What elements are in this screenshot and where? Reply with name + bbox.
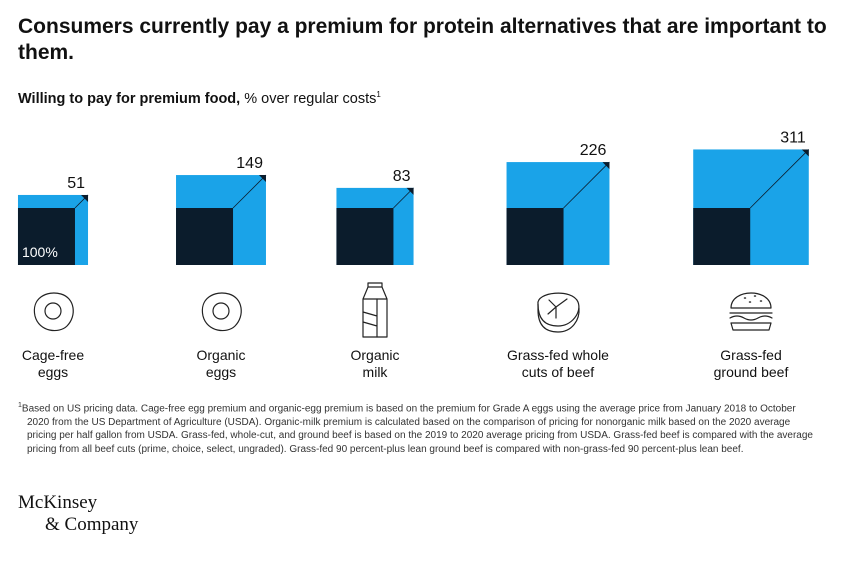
value-label: 311: [780, 129, 806, 146]
footnote: 1Based on US pricing data. Cage-free egg…: [18, 399, 818, 456]
base-square: [17, 208, 75, 265]
fried-egg-icon: [201, 292, 242, 332]
base-square: [336, 208, 394, 265]
milk-carton-icon: [362, 282, 388, 338]
value-label: 51: [67, 175, 85, 192]
value-label: 149: [236, 155, 263, 172]
base-square: [176, 208, 234, 265]
category-label: ground beef: [714, 364, 789, 380]
category-label: eggs: [38, 364, 68, 380]
logo-line-2: & Company: [45, 514, 139, 535]
subtitle-bold: Willing to pay for premium food,: [18, 90, 241, 107]
value-label: 226: [580, 142, 607, 159]
category-label: milk: [363, 364, 389, 380]
category-label: Organic: [350, 347, 399, 363]
chart-title: Consumers currently pay a premium for pr…: [18, 15, 827, 64]
category-label: Cage-free: [22, 347, 84, 363]
category-label: eggs: [206, 364, 236, 380]
diagonal-line: [563, 161, 610, 209]
chart-subtitle: Willing to pay for premium food, % over …: [18, 90, 381, 107]
category-label: Grass-fed whole: [507, 347, 609, 363]
diagonal-line: [232, 174, 267, 209]
corner-marker: [81, 194, 89, 202]
corner-marker: [258, 175, 266, 183]
corner-marker: [602, 162, 610, 170]
base-square: [506, 208, 564, 265]
steak-icon: [537, 292, 580, 333]
footnote-marker: 1: [18, 402, 22, 409]
category-label: cuts of beef: [522, 364, 594, 380]
category-label: Grass-fed: [720, 347, 781, 363]
subtitle-units: % over regular costs: [240, 90, 377, 107]
fried-egg-icon: [33, 292, 74, 332]
logo-line-1: McKinsey: [18, 492, 98, 513]
base-label: 100%: [22, 244, 58, 260]
base-square: [693, 208, 751, 265]
corner-marker: [801, 149, 809, 157]
diagonal-line: [749, 149, 810, 209]
footnote-text: Based on US pricing data. Cage-free egg …: [21, 403, 813, 455]
value-label: 83: [393, 168, 411, 185]
subtitle-note-marker: 1: [376, 90, 381, 99]
corner-marker: [406, 187, 414, 195]
mckinsey-logo: McKinsey & Company: [18, 492, 138, 536]
burger-icon: [729, 292, 773, 331]
chart: 51100%Cage-freeeggs149Organiceggs83Organ…: [17, 129, 810, 380]
category-label: Organic: [196, 347, 245, 363]
